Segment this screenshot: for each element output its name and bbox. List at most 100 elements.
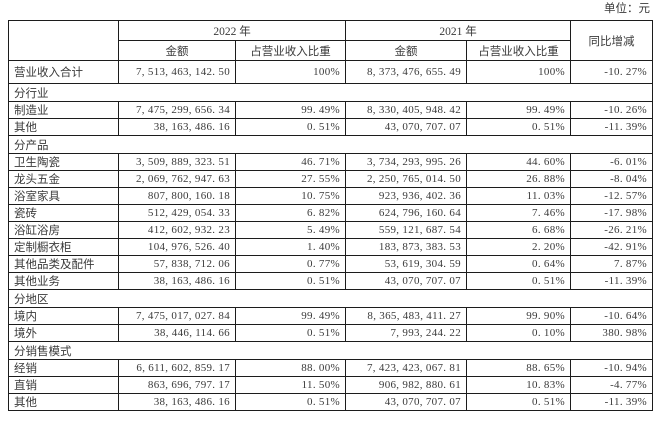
- section-row: 分地区: [8, 289, 653, 308]
- proportion-2022: 27. 55%: [235, 170, 346, 188]
- revenue-breakdown-table: 2022 年 2021 年 同比增减 金额 占营业收入比重 金额 占营业收入比重…: [8, 20, 653, 411]
- row-label: 卫生陶瓷: [8, 153, 119, 171]
- proportion-2021: 11. 03%: [466, 187, 571, 205]
- yoy-change: -12. 57%: [570, 187, 653, 205]
- amount-2022: 3, 509, 889, 323. 51: [118, 153, 236, 171]
- amount-2022: 38, 163, 486. 16: [118, 393, 236, 411]
- row-label: 营业收入合计: [8, 60, 119, 84]
- amount-2021: 8, 373, 476, 655. 49: [345, 60, 467, 84]
- amount-2022: 7, 513, 463, 142. 50: [118, 60, 236, 84]
- proportion-2021: 7. 46%: [466, 204, 571, 222]
- table-row: 制造业 7, 475, 299, 656. 34 99. 49% 8, 330, 40…: [8, 101, 653, 119]
- row-label: 境外: [8, 324, 119, 342]
- amount-2021: 8, 365, 483, 411. 27: [345, 307, 467, 325]
- amount-2021: 624, 796, 160. 64: [345, 204, 467, 222]
- header-amount-2022: 金额: [118, 40, 236, 61]
- proportion-2021: 0. 10%: [466, 324, 571, 342]
- section-label: 分行业: [8, 83, 653, 102]
- proportion-2022: 11. 50%: [235, 376, 346, 394]
- amount-2022: 57, 838, 712. 06: [118, 255, 236, 273]
- amount-2021: 2, 250, 765, 014. 50: [345, 170, 467, 188]
- table-header: 2022 年 2021 年 同比增减 金额 占营业收入比重 金额 占营业收入比重: [8, 20, 653, 61]
- table-row: 龙头五金 2, 069, 762, 947. 63 27. 55% 2, 250, 7…: [8, 170, 653, 188]
- table-row: 直销 863, 696, 797. 17 11. 50% 906, 982, 880.…: [8, 376, 653, 394]
- amount-2022: 38, 163, 486. 16: [118, 272, 236, 290]
- yoy-change: 7. 87%: [570, 255, 653, 273]
- yoy-change: -11. 39%: [570, 118, 653, 136]
- amount-2021: 43, 070, 707. 07: [345, 393, 467, 411]
- proportion-2021: 44. 60%: [466, 153, 571, 171]
- proportion-2022: 100%: [235, 60, 346, 84]
- yoy-change: -26. 21%: [570, 221, 653, 239]
- proportion-2022: 0. 51%: [235, 272, 346, 290]
- amount-2021: 53, 619, 304. 59: [345, 255, 467, 273]
- amount-2022: 807, 800, 160. 18: [118, 187, 236, 205]
- amount-2022: 7, 475, 017, 027. 84: [118, 307, 236, 325]
- amount-2021: 923, 936, 402. 36: [345, 187, 467, 205]
- table-row: 其他业务 38, 163, 486. 16 0. 51% 43, 070, 707. …: [8, 272, 653, 290]
- amount-2021: 8, 330, 405, 948. 42: [345, 101, 467, 119]
- proportion-2022: 0. 77%: [235, 255, 346, 273]
- proportion-2022: 6. 82%: [235, 204, 346, 222]
- yoy-change: -4. 77%: [570, 376, 653, 394]
- row-label: 其他业务: [8, 272, 119, 290]
- amount-2022: 7, 475, 299, 656. 34: [118, 101, 236, 119]
- proportion-2022: 99. 49%: [235, 307, 346, 325]
- table-body: 营业收入合计 7, 513, 463, 142. 50 100% 8, 373, 47…: [8, 60, 653, 411]
- yoy-change: -11. 39%: [570, 272, 653, 290]
- table-row: 卫生陶瓷 3, 509, 889, 323. 51 46. 71% 3, 734, 2…: [8, 153, 653, 171]
- row-label: 境内: [8, 307, 119, 325]
- header-year-2021: 2021 年: [345, 20, 571, 41]
- yoy-change: -8. 04%: [570, 170, 653, 188]
- amount-2021: 7, 423, 423, 067. 81: [345, 359, 467, 377]
- proportion-2021: 99. 90%: [466, 307, 571, 325]
- proportion-2021: 26. 88%: [466, 170, 571, 188]
- yoy-change: -42. 91%: [570, 238, 653, 256]
- yoy-change: -10. 64%: [570, 307, 653, 325]
- yoy-change: -11. 39%: [570, 393, 653, 411]
- proportion-2021: 0. 51%: [466, 272, 571, 290]
- row-label: 直销: [8, 376, 119, 394]
- yoy-change: -6. 01%: [570, 153, 653, 171]
- section-row: 分产品: [8, 135, 653, 154]
- proportion-2021: 6. 68%: [466, 221, 571, 239]
- amount-2022: 512, 429, 054. 33: [118, 204, 236, 222]
- header-blank-cell: [8, 20, 119, 61]
- table-row: 浴室家具 807, 800, 160. 18 10. 75% 923, 936, 40…: [8, 187, 653, 205]
- unit-label: 单位：元: [604, 3, 650, 15]
- amount-2021: 7, 993, 244. 22: [345, 324, 467, 342]
- amount-2021: 43, 070, 707. 07: [345, 272, 467, 290]
- proportion-2021: 99. 49%: [466, 101, 571, 119]
- header-yoy-change: 同比增减: [570, 20, 653, 61]
- row-label: 其他: [8, 118, 119, 136]
- proportion-2022: 0. 51%: [235, 393, 346, 411]
- table-row: 瓷砖 512, 429, 054. 33 6. 82% 624, 796, 160. …: [8, 204, 653, 222]
- header-amount-2021: 金额: [345, 40, 467, 61]
- amount-2022: 38, 163, 486. 16: [118, 118, 236, 136]
- table-row: 浴缸浴房 412, 602, 932. 23 5. 49% 559, 121, 687…: [8, 221, 653, 239]
- header-year-2022: 2022 年: [118, 20, 346, 41]
- yoy-change: 380. 98%: [570, 324, 653, 342]
- amount-2021: 906, 982, 880. 61: [345, 376, 467, 394]
- proportion-2022: 0. 51%: [235, 324, 346, 342]
- row-label: 其他品类及配件: [8, 255, 119, 273]
- section-label: 分销售模式: [8, 341, 653, 360]
- row-label: 瓷砖: [8, 204, 119, 222]
- table-row: 其他 38, 163, 486. 16 0. 51% 43, 070, 707. 07…: [8, 393, 653, 411]
- yoy-change: -10. 26%: [570, 101, 653, 119]
- amount-2021: 3, 734, 293, 995. 26: [345, 153, 467, 171]
- proportion-2022: 99. 49%: [235, 101, 346, 119]
- amount-2022: 412, 602, 932. 23: [118, 221, 236, 239]
- yoy-change: -10. 27%: [570, 60, 653, 84]
- proportion-2022: 10. 75%: [235, 187, 346, 205]
- proportion-2022: 88. 00%: [235, 359, 346, 377]
- proportion-2021: 2. 20%: [466, 238, 571, 256]
- section-row: 分行业: [8, 83, 653, 102]
- table-row: 其他品类及配件 57, 838, 712. 06 0. 77% 53, 619, 30…: [8, 255, 653, 273]
- row-label: 浴室家具: [8, 187, 119, 205]
- header-proportion-2021: 占营业收入比重: [466, 40, 571, 61]
- table-row: 营业收入合计 7, 513, 463, 142. 50 100% 8, 373, 47…: [8, 60, 653, 84]
- amount-2022: 2, 069, 762, 947. 63: [118, 170, 236, 188]
- amount-2022: 104, 976, 526. 40: [118, 238, 236, 256]
